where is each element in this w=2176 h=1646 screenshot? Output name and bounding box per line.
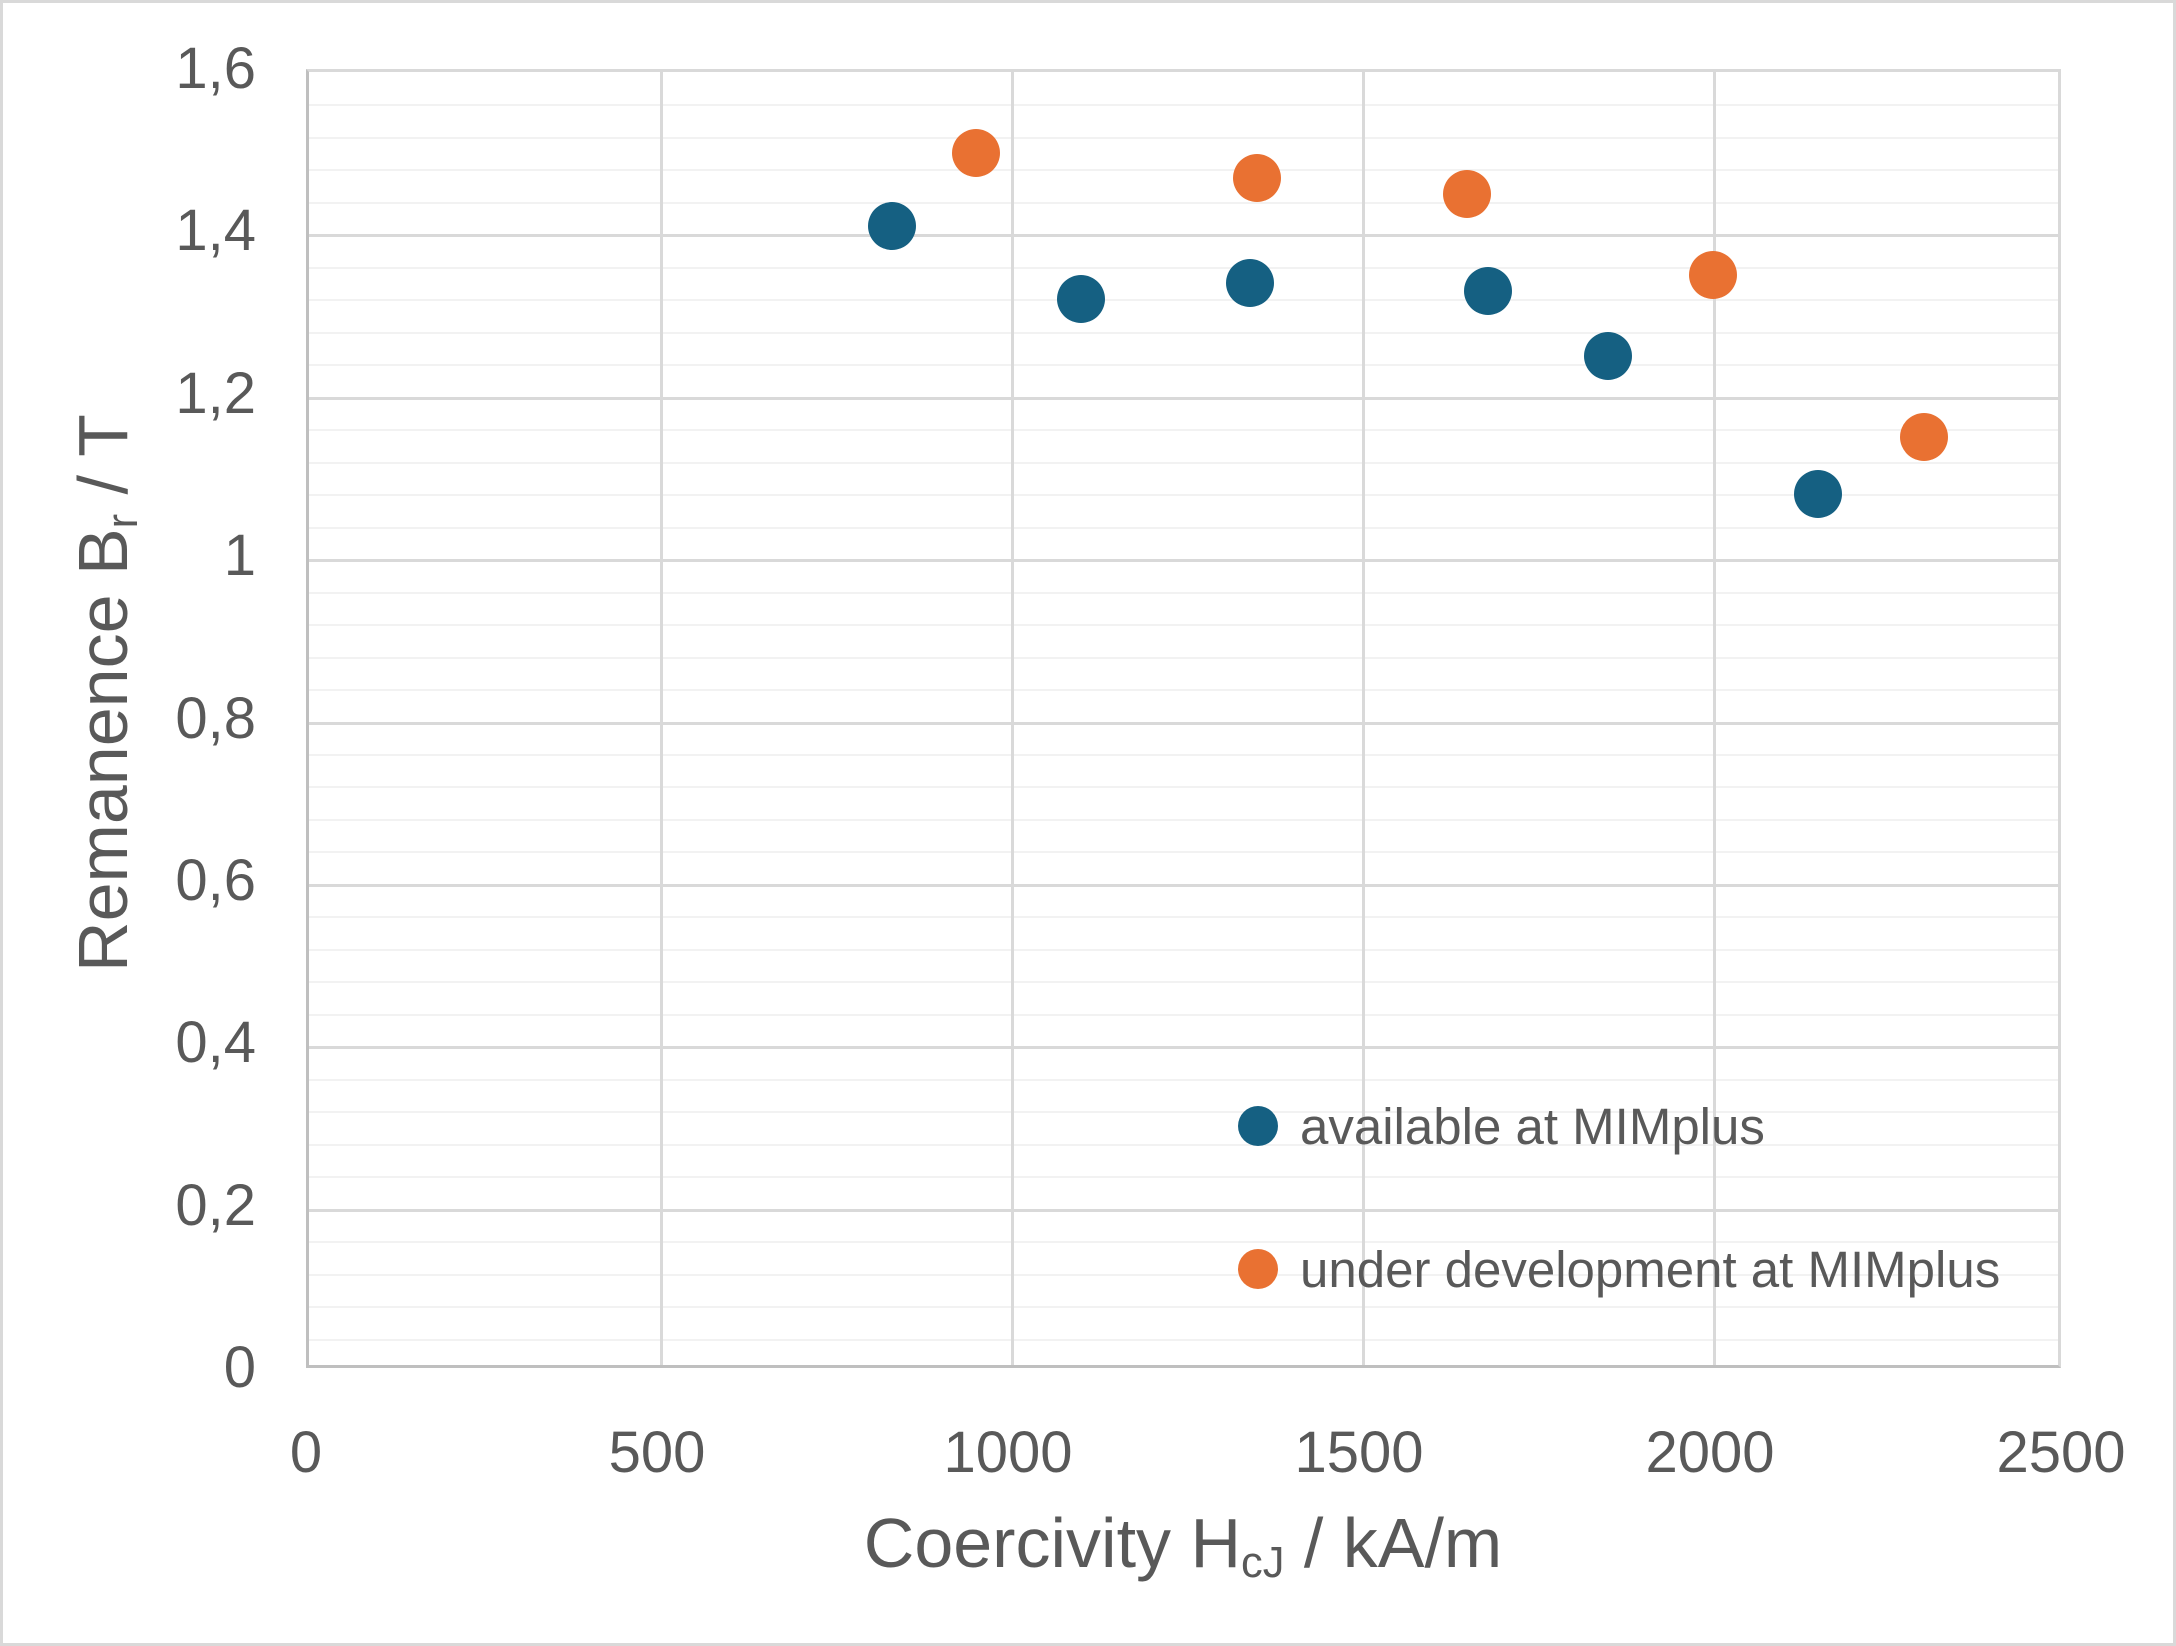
x-axis-title: Coercivity HcJ / kA/m xyxy=(863,1504,1503,1587)
legend-item-available: available at MIMplus xyxy=(1238,1098,2000,1154)
minor-gridline xyxy=(309,331,2058,334)
y-tick-label: 0,4 xyxy=(175,1010,256,1076)
data-point-under-development xyxy=(951,129,1000,178)
major-gridline xyxy=(309,721,2058,725)
legend-marker-icon xyxy=(1238,1106,1278,1146)
minor-gridline xyxy=(309,1338,2058,1341)
x-tick-label: 2000 xyxy=(1645,1420,1775,1485)
major-gridline xyxy=(309,234,2058,238)
legend-label: under development at MIMplus xyxy=(1300,1240,2001,1298)
legend-item-under-development: under development at MIMplus xyxy=(1238,1241,2000,1297)
y-tick-label: 0 xyxy=(223,1335,256,1400)
minor-gridline xyxy=(309,981,2058,984)
major-gridline xyxy=(309,1208,2058,1212)
major-gridline xyxy=(309,559,2058,563)
data-point-available xyxy=(1794,470,1843,519)
minor-gridline xyxy=(309,1273,2058,1276)
data-point-available xyxy=(1225,259,1274,308)
x-tick-label: 500 xyxy=(608,1420,706,1485)
y-axis-title: Remanence Br / T xyxy=(64,414,147,972)
minor-gridline xyxy=(309,1078,2058,1081)
minor-gridline xyxy=(309,429,2058,432)
minor-gridline xyxy=(309,136,2058,139)
minor-gridline xyxy=(309,299,2058,302)
minor-gridline xyxy=(309,786,2058,789)
major-gridline xyxy=(309,883,2058,887)
minor-gridline xyxy=(309,656,2058,659)
minor-gridline xyxy=(309,818,2058,821)
minor-gridline xyxy=(309,1111,2058,1114)
major-gridline xyxy=(309,396,2058,400)
y-tick-label: 1,2 xyxy=(175,360,256,426)
x-tick-label: 1000 xyxy=(943,1420,1073,1485)
minor-gridline xyxy=(309,851,2058,854)
minor-gridline xyxy=(309,461,2058,464)
x-tick-label: 2500 xyxy=(1996,1420,2126,1485)
major-gridline xyxy=(1713,72,1716,1365)
minor-gridline xyxy=(309,104,2058,107)
minor-gridline xyxy=(309,689,2058,692)
minor-gridline xyxy=(309,526,2058,529)
minor-gridline xyxy=(309,624,2058,627)
x-tick-label: 1500 xyxy=(1294,1420,1424,1485)
data-point-under-development xyxy=(1443,169,1492,218)
major-gridline xyxy=(309,1046,2058,1050)
legend: available at MIMplus under development a… xyxy=(1238,1098,2000,1384)
minor-gridline xyxy=(309,1241,2058,1244)
data-point-available xyxy=(1583,332,1632,381)
legend-marker-icon xyxy=(1238,1249,1278,1289)
minor-gridline xyxy=(309,1176,2058,1179)
minor-gridline xyxy=(309,201,2058,204)
minor-gridline xyxy=(309,1143,2058,1146)
major-gridline xyxy=(1362,72,1365,1365)
data-point-available xyxy=(867,202,916,251)
minor-gridline xyxy=(309,494,2058,497)
y-tick-label: 1,6 xyxy=(175,36,256,101)
data-point-available xyxy=(1057,275,1106,324)
y-tick-label: 0,6 xyxy=(175,847,256,913)
plot-area xyxy=(306,69,2061,1368)
minor-gridline xyxy=(309,948,2058,951)
minor-gridline xyxy=(309,364,2058,367)
y-tick-label: 1,4 xyxy=(175,198,256,264)
y-tick-label: 1 xyxy=(223,523,256,589)
minor-gridline xyxy=(309,1013,2058,1016)
data-point-under-development xyxy=(1689,250,1737,299)
y-tick-label: 0,2 xyxy=(175,1172,256,1238)
minor-gridline xyxy=(309,753,2058,756)
minor-gridline xyxy=(309,1306,2058,1309)
y-tick-label: 0,8 xyxy=(175,685,256,751)
minor-gridline xyxy=(309,916,2058,919)
data-point-available xyxy=(1464,267,1513,316)
x-tick-label: 0 xyxy=(289,1420,323,1485)
data-point-under-development xyxy=(1232,153,1281,202)
major-gridline xyxy=(1011,72,1014,1365)
legend-label: available at MIMplus xyxy=(1300,1097,1765,1155)
data-point-under-development xyxy=(1899,413,1948,462)
minor-gridline xyxy=(309,169,2058,172)
minor-gridline xyxy=(309,266,2058,269)
minor-gridline xyxy=(309,591,2058,594)
major-gridline xyxy=(660,72,663,1365)
